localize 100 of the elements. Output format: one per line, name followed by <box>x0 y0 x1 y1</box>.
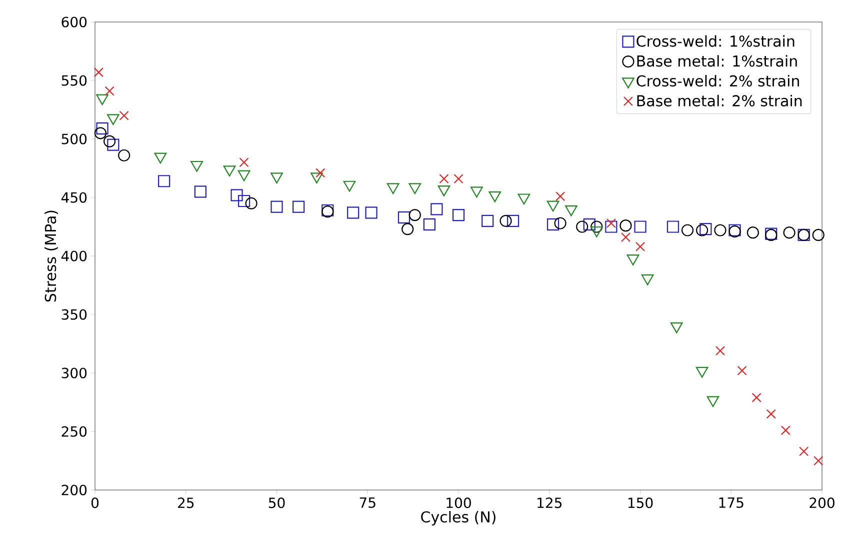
point <box>641 274 654 286</box>
point <box>194 186 206 198</box>
x-tick-label: 50 <box>268 498 285 508</box>
point <box>223 166 236 176</box>
point <box>270 172 283 184</box>
point <box>107 138 120 151</box>
point <box>576 220 588 233</box>
point <box>555 192 566 202</box>
point <box>190 160 203 172</box>
point <box>310 172 323 184</box>
point <box>398 211 410 224</box>
point <box>620 232 631 242</box>
point <box>780 426 790 436</box>
x-tick-label: 125 <box>538 498 562 508</box>
point <box>590 226 603 238</box>
x-tick-label: 25 <box>178 498 194 508</box>
x-axis-title: Cycles (N) <box>421 510 496 526</box>
point <box>518 194 530 205</box>
point <box>316 168 326 178</box>
point <box>103 135 116 148</box>
point <box>626 254 640 266</box>
point <box>94 68 104 78</box>
point <box>239 158 249 168</box>
point <box>634 220 646 233</box>
point <box>546 218 560 230</box>
point <box>500 214 512 227</box>
y-axis-title: Stress (MPa) <box>44 210 58 302</box>
y-tick-label: 350 <box>62 309 87 320</box>
point <box>666 220 680 233</box>
x-tick-label: 0 <box>91 498 99 508</box>
point <box>783 226 796 239</box>
point <box>681 224 694 236</box>
y-tick-label: 300 <box>62 368 87 378</box>
point <box>546 200 560 212</box>
point <box>402 223 414 236</box>
point <box>482 214 494 227</box>
point <box>452 208 465 222</box>
x-tick-label: 175 <box>719 498 744 508</box>
point <box>488 191 502 202</box>
point <box>106 114 120 125</box>
point <box>700 223 712 236</box>
point <box>696 224 708 236</box>
point <box>408 183 422 194</box>
point <box>430 203 443 216</box>
point <box>554 217 566 230</box>
point <box>766 409 776 419</box>
y-tick-label: 400 <box>61 250 87 262</box>
point <box>746 226 759 239</box>
legend-label: Cross-weld: 2% strain <box>636 74 799 87</box>
point <box>814 456 824 466</box>
point <box>423 218 436 230</box>
point <box>470 186 483 198</box>
point <box>752 392 762 402</box>
y-tick-label: 200 <box>62 484 87 496</box>
point <box>365 206 378 219</box>
x-tick-label: 200 <box>810 498 834 508</box>
point <box>158 175 170 188</box>
point <box>454 174 464 184</box>
y-tick-label: 450 <box>61 192 87 203</box>
point <box>118 149 130 162</box>
point <box>347 206 360 219</box>
point <box>606 218 616 228</box>
point <box>670 322 683 334</box>
legend-label: Cross-weld: 1%strain <box>636 35 794 47</box>
x-tick-label: 100 <box>446 498 471 508</box>
point <box>94 127 107 140</box>
point <box>812 228 824 241</box>
point <box>154 152 167 164</box>
point <box>715 346 726 356</box>
point <box>104 86 114 96</box>
point <box>714 224 726 236</box>
point <box>408 208 421 222</box>
point <box>737 366 747 376</box>
point <box>292 200 305 213</box>
x-tick-label: 150 <box>628 498 653 508</box>
y-tick-label: 500 <box>62 134 87 144</box>
y-tick-label: 550 <box>62 75 87 86</box>
point <box>119 110 129 120</box>
legend-label: Base metal: 1%strain <box>637 55 797 67</box>
x-tick-label: 75 <box>360 498 376 508</box>
y-tick-label: 600 <box>62 16 87 28</box>
point <box>438 186 450 196</box>
point <box>270 200 283 213</box>
point <box>583 218 596 230</box>
point <box>799 446 809 456</box>
point <box>506 214 520 227</box>
point <box>343 180 356 192</box>
point <box>96 94 108 106</box>
point <box>565 205 578 216</box>
point <box>230 189 243 202</box>
point <box>439 174 449 184</box>
point <box>238 170 250 182</box>
point <box>386 183 400 194</box>
y-tick-label: 250 <box>62 426 87 437</box>
point <box>620 220 632 232</box>
point <box>96 122 108 135</box>
point <box>635 242 646 252</box>
point <box>238 194 250 208</box>
point <box>605 220 618 233</box>
legend-label: Base metal: 2% strain <box>637 94 802 106</box>
